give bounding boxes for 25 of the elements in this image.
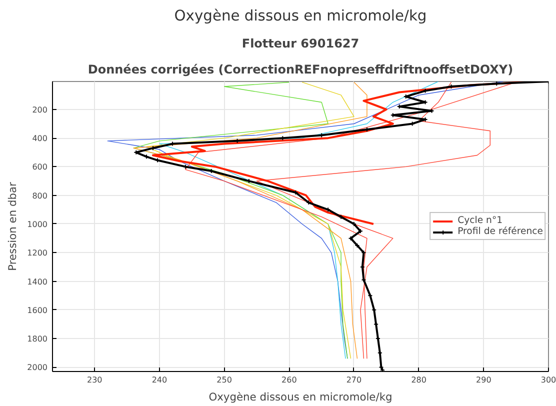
y-tick-label: 400 bbox=[32, 134, 48, 144]
y-tick-label: 200 bbox=[32, 105, 48, 114]
chart-title: Oxygène dissous en micromole/kg bbox=[174, 8, 427, 24]
y-tick-label: 1800 bbox=[27, 334, 48, 344]
text: Données corrigées (CorrectionREFnopreseffdriftnooffsetDOXY) bbox=[88, 62, 514, 76]
x-tick-label: 280 bbox=[411, 376, 426, 384]
x-tick-label: 290 bbox=[476, 376, 492, 384]
x-tick-label: 300 bbox=[540, 376, 556, 384]
y-tick-label: 800 bbox=[32, 191, 48, 200]
x-tick-label: 270 bbox=[346, 376, 362, 384]
y-tick-label: 2000 bbox=[27, 363, 48, 372]
y-tick-label: 600 bbox=[32, 162, 48, 172]
x-tick-label: 250 bbox=[216, 376, 232, 384]
x-tick-label: 240 bbox=[152, 376, 168, 384]
legend-label: Cycle n°1 bbox=[458, 215, 503, 226]
y-tick-label: 1200 bbox=[27, 248, 48, 258]
legend-label: Profil de référence bbox=[458, 226, 543, 237]
y-tick-label: 1400 bbox=[27, 277, 48, 286]
y-axis-title: Pression en dbar bbox=[6, 181, 20, 271]
x-axis-title: Oxygène dissous en micromole/kg bbox=[208, 390, 392, 404]
chart-subtitle: Flotteur 6901627 bbox=[242, 36, 360, 50]
y-tick-label: 1600 bbox=[27, 306, 48, 315]
y-tick-label: 1000 bbox=[27, 220, 48, 229]
x-tick-label: 260 bbox=[282, 376, 297, 384]
x-tick-label: 230 bbox=[87, 376, 102, 384]
